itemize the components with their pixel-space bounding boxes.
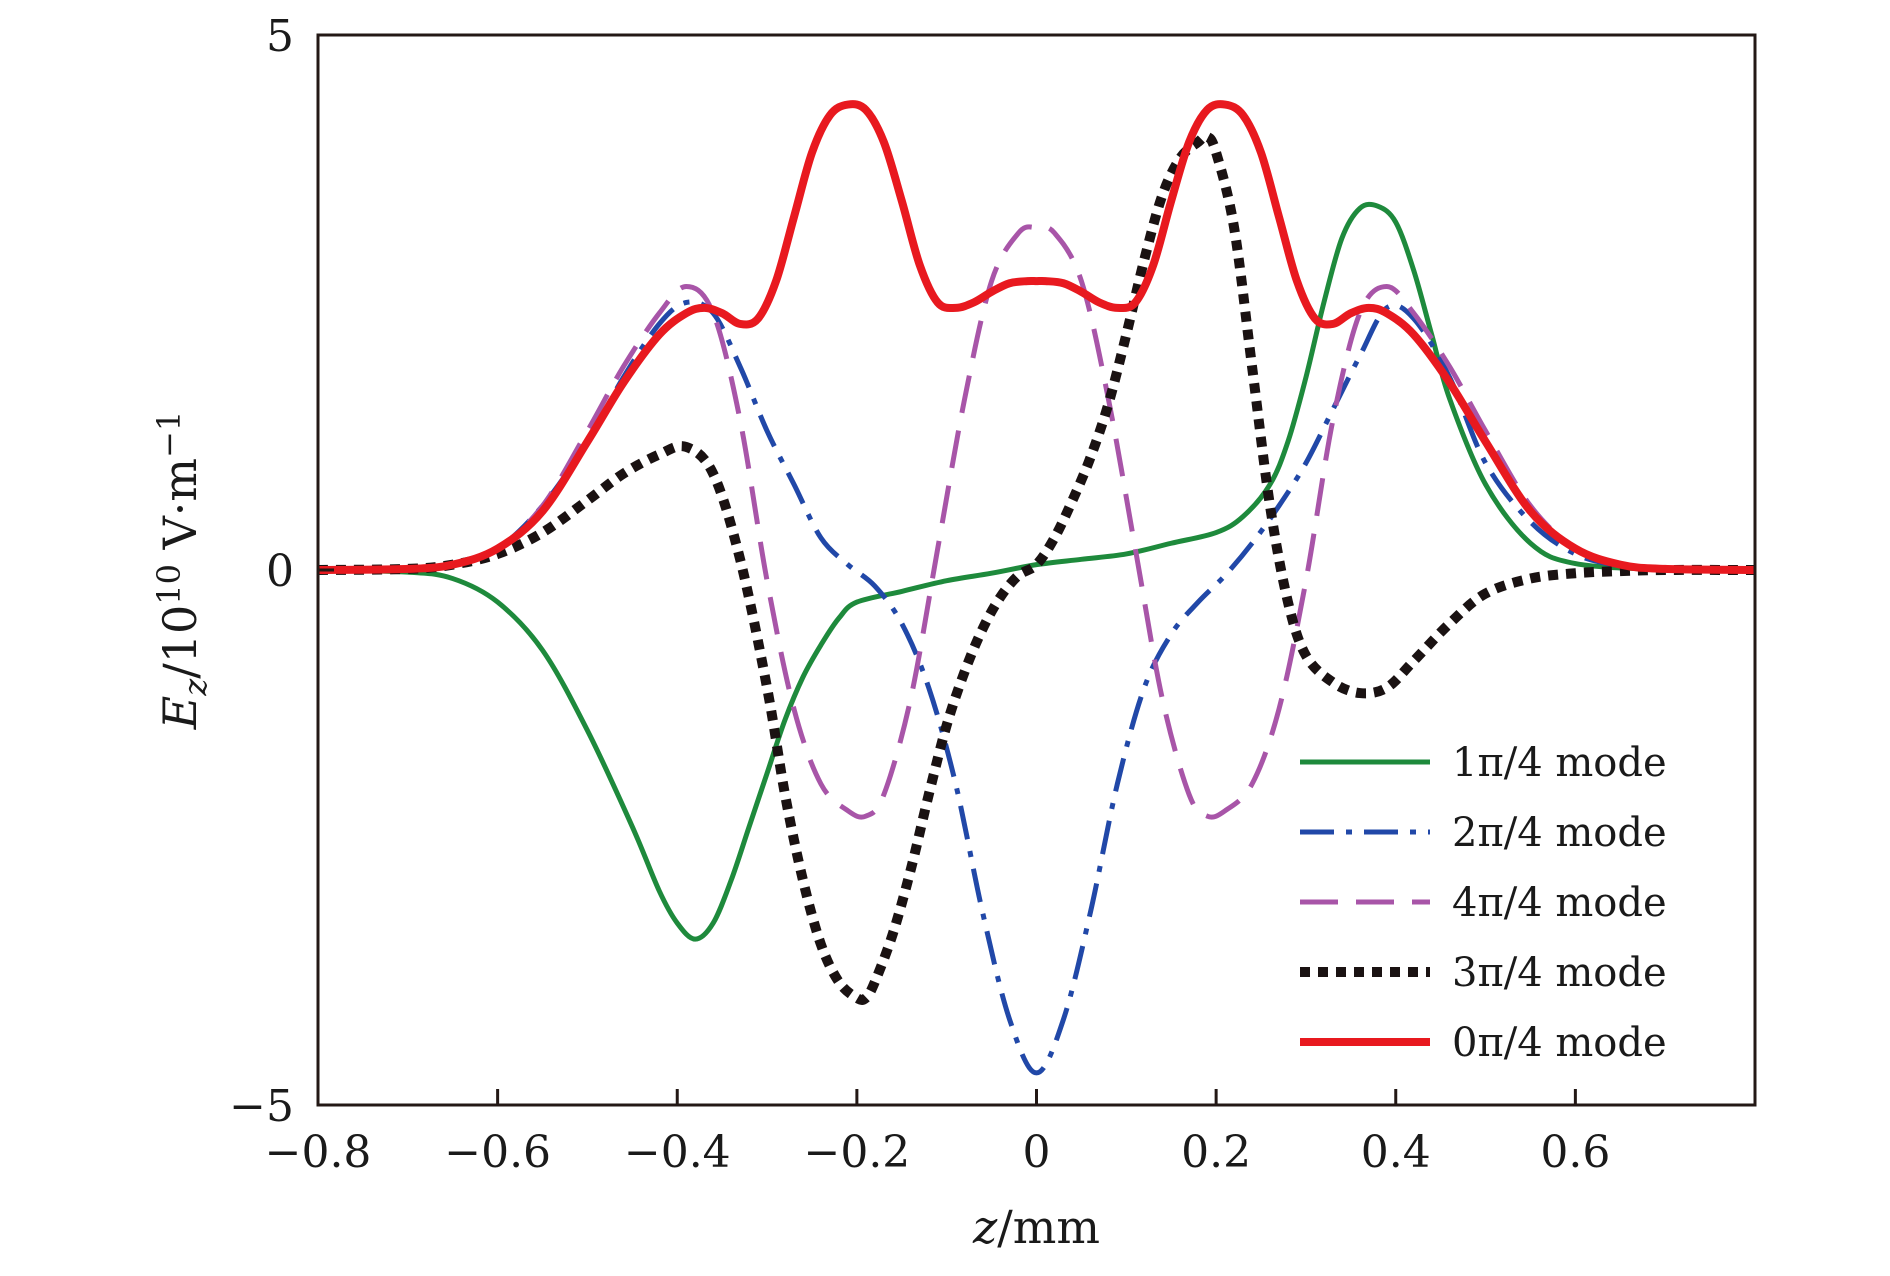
legend-label-3pi-4-mode: 3π/4 mode bbox=[1452, 950, 1667, 996]
y-axis-title: Ez/1010 V·m−1 bbox=[150, 411, 214, 730]
legend-label-0pi-4-mode: 0π/4 mode bbox=[1452, 1020, 1667, 1066]
y-tick-label: 0 bbox=[266, 546, 294, 597]
legend: 1π/4 mode 2π/4 mode 4π/4 mode 3π/4 mode 0π/4… bbox=[1300, 740, 1667, 1066]
series-layer bbox=[317, 100, 1756, 1076]
x-tick-label: 0.2 bbox=[1181, 1127, 1251, 1178]
x-tick-label: −0.8 bbox=[265, 1127, 372, 1178]
x-tick-label: 0.4 bbox=[1361, 1127, 1431, 1178]
x-tick-label: 0.6 bbox=[1540, 1127, 1610, 1178]
x-tick-label: −0.6 bbox=[444, 1127, 551, 1178]
series-line-0pi-4-mode bbox=[317, 100, 1756, 574]
legend-label-1pi-4-mode: 1π/4 mode bbox=[1452, 740, 1667, 786]
series-line-4pi-4-mode bbox=[317, 224, 1756, 820]
legend-label-4pi-4-mode: 4π/4 mode bbox=[1452, 880, 1667, 926]
y-tick-label: 5 bbox=[266, 11, 294, 62]
x-tick-label: −0.2 bbox=[803, 1127, 910, 1178]
x-axis-title: z/mm bbox=[972, 1200, 1100, 1254]
x-tick-label: −0.4 bbox=[624, 1127, 731, 1178]
legend-label-2pi-4-mode: 2π/4 mode bbox=[1452, 810, 1667, 856]
series-line-3pi-4-mode bbox=[317, 131, 1756, 1005]
series-line-2pi-4-mode bbox=[317, 299, 1756, 1076]
plot-frame bbox=[316, 33, 1757, 1107]
x-tick-label: 0 bbox=[1023, 1127, 1051, 1178]
tick-layer: −0.8 −0.6 −0.4 −0.2 0 0.2 0.4 0.6 −5 0 5 bbox=[229, 11, 1610, 1178]
y-tick-label: −5 bbox=[229, 1081, 294, 1132]
